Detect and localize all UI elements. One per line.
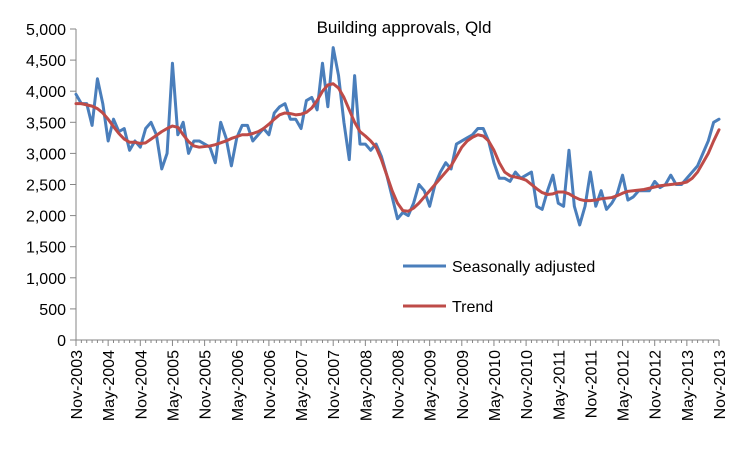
y-tick-label: 1,500 <box>26 240 66 257</box>
y-tick-label: 1,000 <box>26 271 66 288</box>
x-tick-label: May-2005 <box>165 350 182 421</box>
legend-item-seasonally-adjusted: Seasonally adjusted <box>403 259 595 276</box>
x-tick-label: Nov-2006 <box>262 350 279 419</box>
chart-title: Building approvals, Qld <box>317 18 492 37</box>
series-line-seasonally-adjusted <box>74 46 721 227</box>
x-tick-label: Nov-2009 <box>455 350 472 419</box>
x-tick-label: Nov-2008 <box>391 350 408 419</box>
series-line-trend <box>74 82 721 213</box>
x-tick-label: May-2006 <box>230 350 247 421</box>
legend: Seasonally adjusted Trend <box>403 259 595 316</box>
x-tick-label: Nov-2010 <box>519 350 536 419</box>
x-tick-label: Nov-2007 <box>326 350 343 419</box>
x-tick-label: May-2004 <box>101 350 118 421</box>
x-tick-label: May-2012 <box>616 350 633 421</box>
x-tick-label: May-2009 <box>423 350 440 421</box>
x-tick-label: Nov-2005 <box>198 350 215 419</box>
x-tick-label: Nov-2003 <box>69 350 86 419</box>
series-layer <box>74 46 721 227</box>
x-tick-label: May-2011 <box>551 350 568 420</box>
y-tick-label: 3,500 <box>26 115 66 132</box>
legend-label: Seasonally adjusted <box>452 259 595 276</box>
y-tick-label: 5,000 <box>26 22 66 39</box>
y-tick-label: 4,500 <box>26 53 66 70</box>
x-tick-label: May-2008 <box>358 350 375 421</box>
y-axis: 0 500 1,000 1,500 2,000 2,500 3,000 3,500 4,000 4… <box>26 22 77 350</box>
y-tick-label: 4,000 <box>26 84 66 101</box>
legend-label: Trend <box>452 299 493 316</box>
y-tick-label: 2,500 <box>26 178 66 195</box>
x-tick-label: Nov-2013 <box>712 350 729 419</box>
y-tick-label: 2,000 <box>26 209 66 226</box>
y-tick-label: 500 <box>39 302 66 319</box>
x-tick-label: Nov-2011 <box>583 350 600 418</box>
x-axis: Nov-2003 May-2004 Nov-2004 May-2005 Nov-2005… <box>69 339 729 421</box>
x-tick-label: Nov-2004 <box>133 350 150 419</box>
x-tick-label: May-2010 <box>487 350 504 421</box>
y-tick-label: 3,000 <box>26 146 66 163</box>
legend-item-trend: Trend <box>403 299 493 316</box>
y-tick-label: 0 <box>57 333 66 350</box>
x-tick-label: May-2007 <box>294 350 311 421</box>
x-tick-label: May-2013 <box>680 350 697 421</box>
x-tick-label: Nov-2012 <box>648 350 665 419</box>
